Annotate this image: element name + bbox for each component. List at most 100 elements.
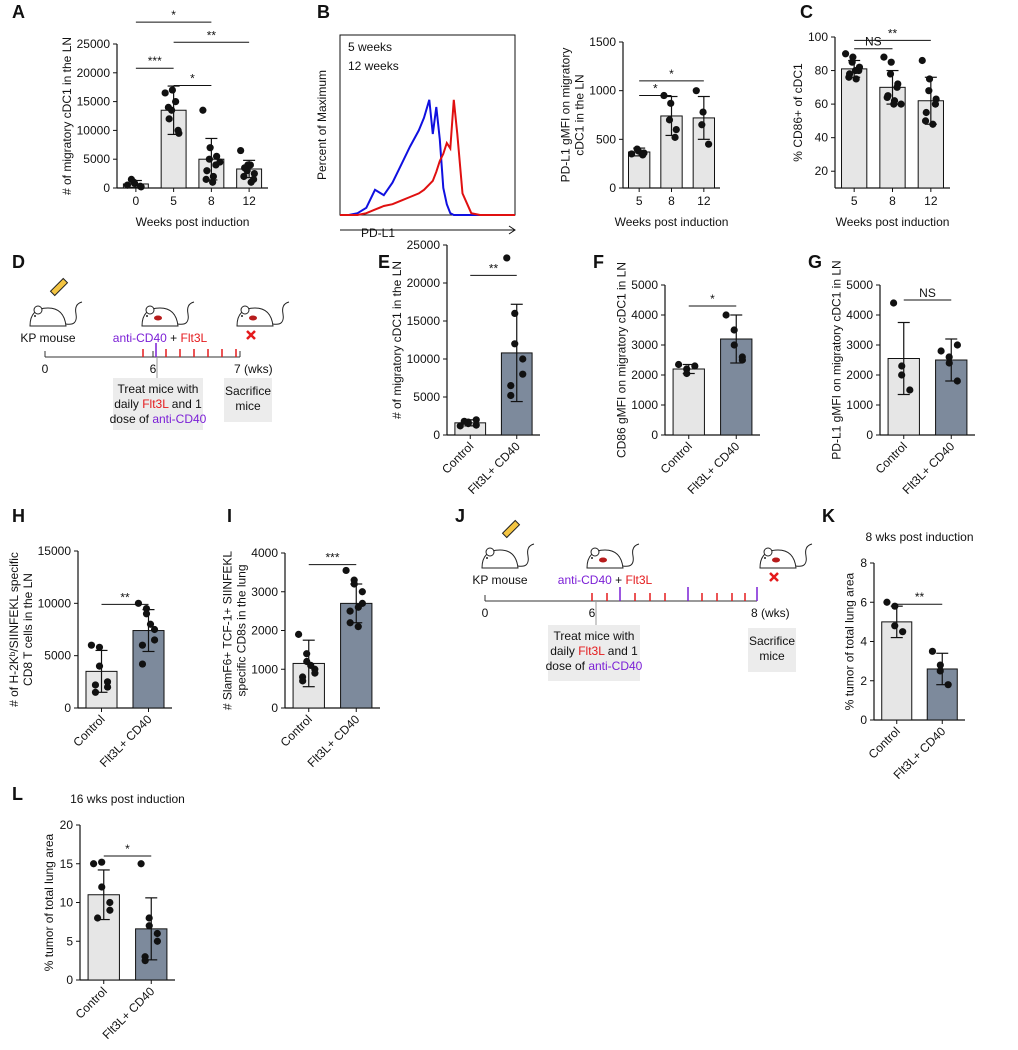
mouse-label: KP mouse <box>20 331 75 345</box>
data-point <box>945 353 953 361</box>
data-point <box>730 341 738 349</box>
y-axis-label: CD86 gMFI on migratory cDC1 in LN <box>614 262 628 458</box>
data-point <box>199 106 207 114</box>
y-tick-label: 5000 <box>44 649 71 663</box>
data-point <box>953 341 962 349</box>
y-tick-label: 1000 <box>631 398 658 412</box>
timeline-label: 6 <box>589 606 596 620</box>
y-tick-label: 10 <box>60 896 74 910</box>
text-run: anti-CD40 <box>588 659 642 673</box>
data-point <box>91 681 100 689</box>
y-axis-label: % tumor of total lung area <box>42 833 56 971</box>
mouse-eye <box>486 557 488 559</box>
mouse-tail <box>622 543 640 567</box>
mouse-tail <box>517 543 535 567</box>
data-point <box>738 356 747 364</box>
y-axis-label: cDC1 in the LN <box>572 74 586 155</box>
data-point <box>247 178 255 186</box>
y-tick-label: 15 <box>60 857 74 871</box>
arrow-head <box>508 225 516 235</box>
text-run: Flt3L <box>626 573 653 587</box>
data-point <box>354 623 362 631</box>
data-point <box>705 140 713 148</box>
data-point <box>358 588 366 596</box>
y-tick-label: 20000 <box>77 66 111 80</box>
panel-letter: G <box>808 252 822 272</box>
data-point <box>880 53 888 61</box>
y-tick-label: 100 <box>808 30 828 44</box>
timeline-label: 0 <box>42 362 49 376</box>
data-point <box>137 860 145 868</box>
y-tick-label: 5000 <box>846 278 873 292</box>
y-tick-label: 0 <box>860 713 867 727</box>
data-point <box>691 362 699 370</box>
rich-text: dose of anti-CD40 <box>110 412 207 426</box>
data-point <box>134 599 143 607</box>
bar <box>926 668 958 721</box>
x-tick-label: 12 <box>242 194 256 208</box>
data-point <box>346 619 354 627</box>
data-point <box>150 625 159 634</box>
tumor-spot <box>154 315 162 321</box>
mouse-ear <box>485 547 495 557</box>
x-tick-label: Control <box>658 439 695 476</box>
x-tick-label: 12 <box>924 194 938 208</box>
y-tick-label: 20 <box>815 164 829 178</box>
significance-label: *** <box>325 551 339 565</box>
panel-letter: K <box>822 506 835 526</box>
y-tick-label: 4 <box>860 635 867 649</box>
sacrifice-text: mice <box>759 649 785 663</box>
text-run: dose of <box>110 412 153 426</box>
x-tick-label: 5 <box>851 194 858 208</box>
mouse-tail <box>272 301 290 325</box>
y-tick-label: 1000 <box>846 398 873 412</box>
error-bar <box>730 314 743 364</box>
mouse-ear <box>240 305 250 315</box>
data-point <box>851 66 860 75</box>
histogram-curve <box>340 99 515 216</box>
mouse-icon <box>141 301 195 327</box>
y-tick-label: 0 <box>271 701 278 715</box>
significance-label: * <box>125 842 130 856</box>
data-point <box>103 683 112 691</box>
data-point <box>250 170 258 178</box>
timeline-label: 8 (wks) <box>751 606 790 620</box>
panel-letter: B <box>317 2 330 22</box>
y-tick-label: 4000 <box>631 308 658 322</box>
y-tick-label: 20000 <box>407 276 441 290</box>
significance-label: ** <box>120 590 130 604</box>
x-tick-label: Control <box>73 984 110 1021</box>
y-tick-label: 25000 <box>77 37 111 51</box>
data-point <box>91 688 100 696</box>
y-tick-label: 15000 <box>407 314 441 328</box>
text-run: dose of <box>546 659 589 673</box>
y-tick-label: 0 <box>103 181 110 195</box>
data-point <box>294 630 303 638</box>
timeline-label: 6 <box>150 362 157 376</box>
data-point <box>698 121 706 129</box>
data-point <box>106 898 114 907</box>
data-point <box>106 906 114 914</box>
chart-title: 16 wks post induction <box>70 792 185 806</box>
data-point <box>95 643 104 651</box>
data-point <box>299 677 307 685</box>
data-point <box>141 957 149 965</box>
data-point <box>307 661 315 669</box>
y-tick-label: 1000 <box>251 662 278 676</box>
syringe <box>501 519 521 539</box>
text-run: anti-CD40 <box>152 412 206 426</box>
data-point <box>460 417 468 425</box>
data-point <box>898 362 906 370</box>
data-point <box>164 103 172 111</box>
y-tick-label: 2000 <box>846 368 873 382</box>
data-point <box>674 360 683 369</box>
significance-label: ** <box>489 261 499 275</box>
significance-label: ** <box>915 590 925 604</box>
text-run: and 1 <box>168 397 202 411</box>
data-point <box>730 326 738 334</box>
significance-label: NS <box>865 35 882 49</box>
rich-text: daily Flt3L and 1 <box>550 644 638 658</box>
sacrifice-text: Sacrifice <box>749 634 795 648</box>
data-point <box>165 115 173 123</box>
y-tick-label: 25000 <box>407 238 441 252</box>
